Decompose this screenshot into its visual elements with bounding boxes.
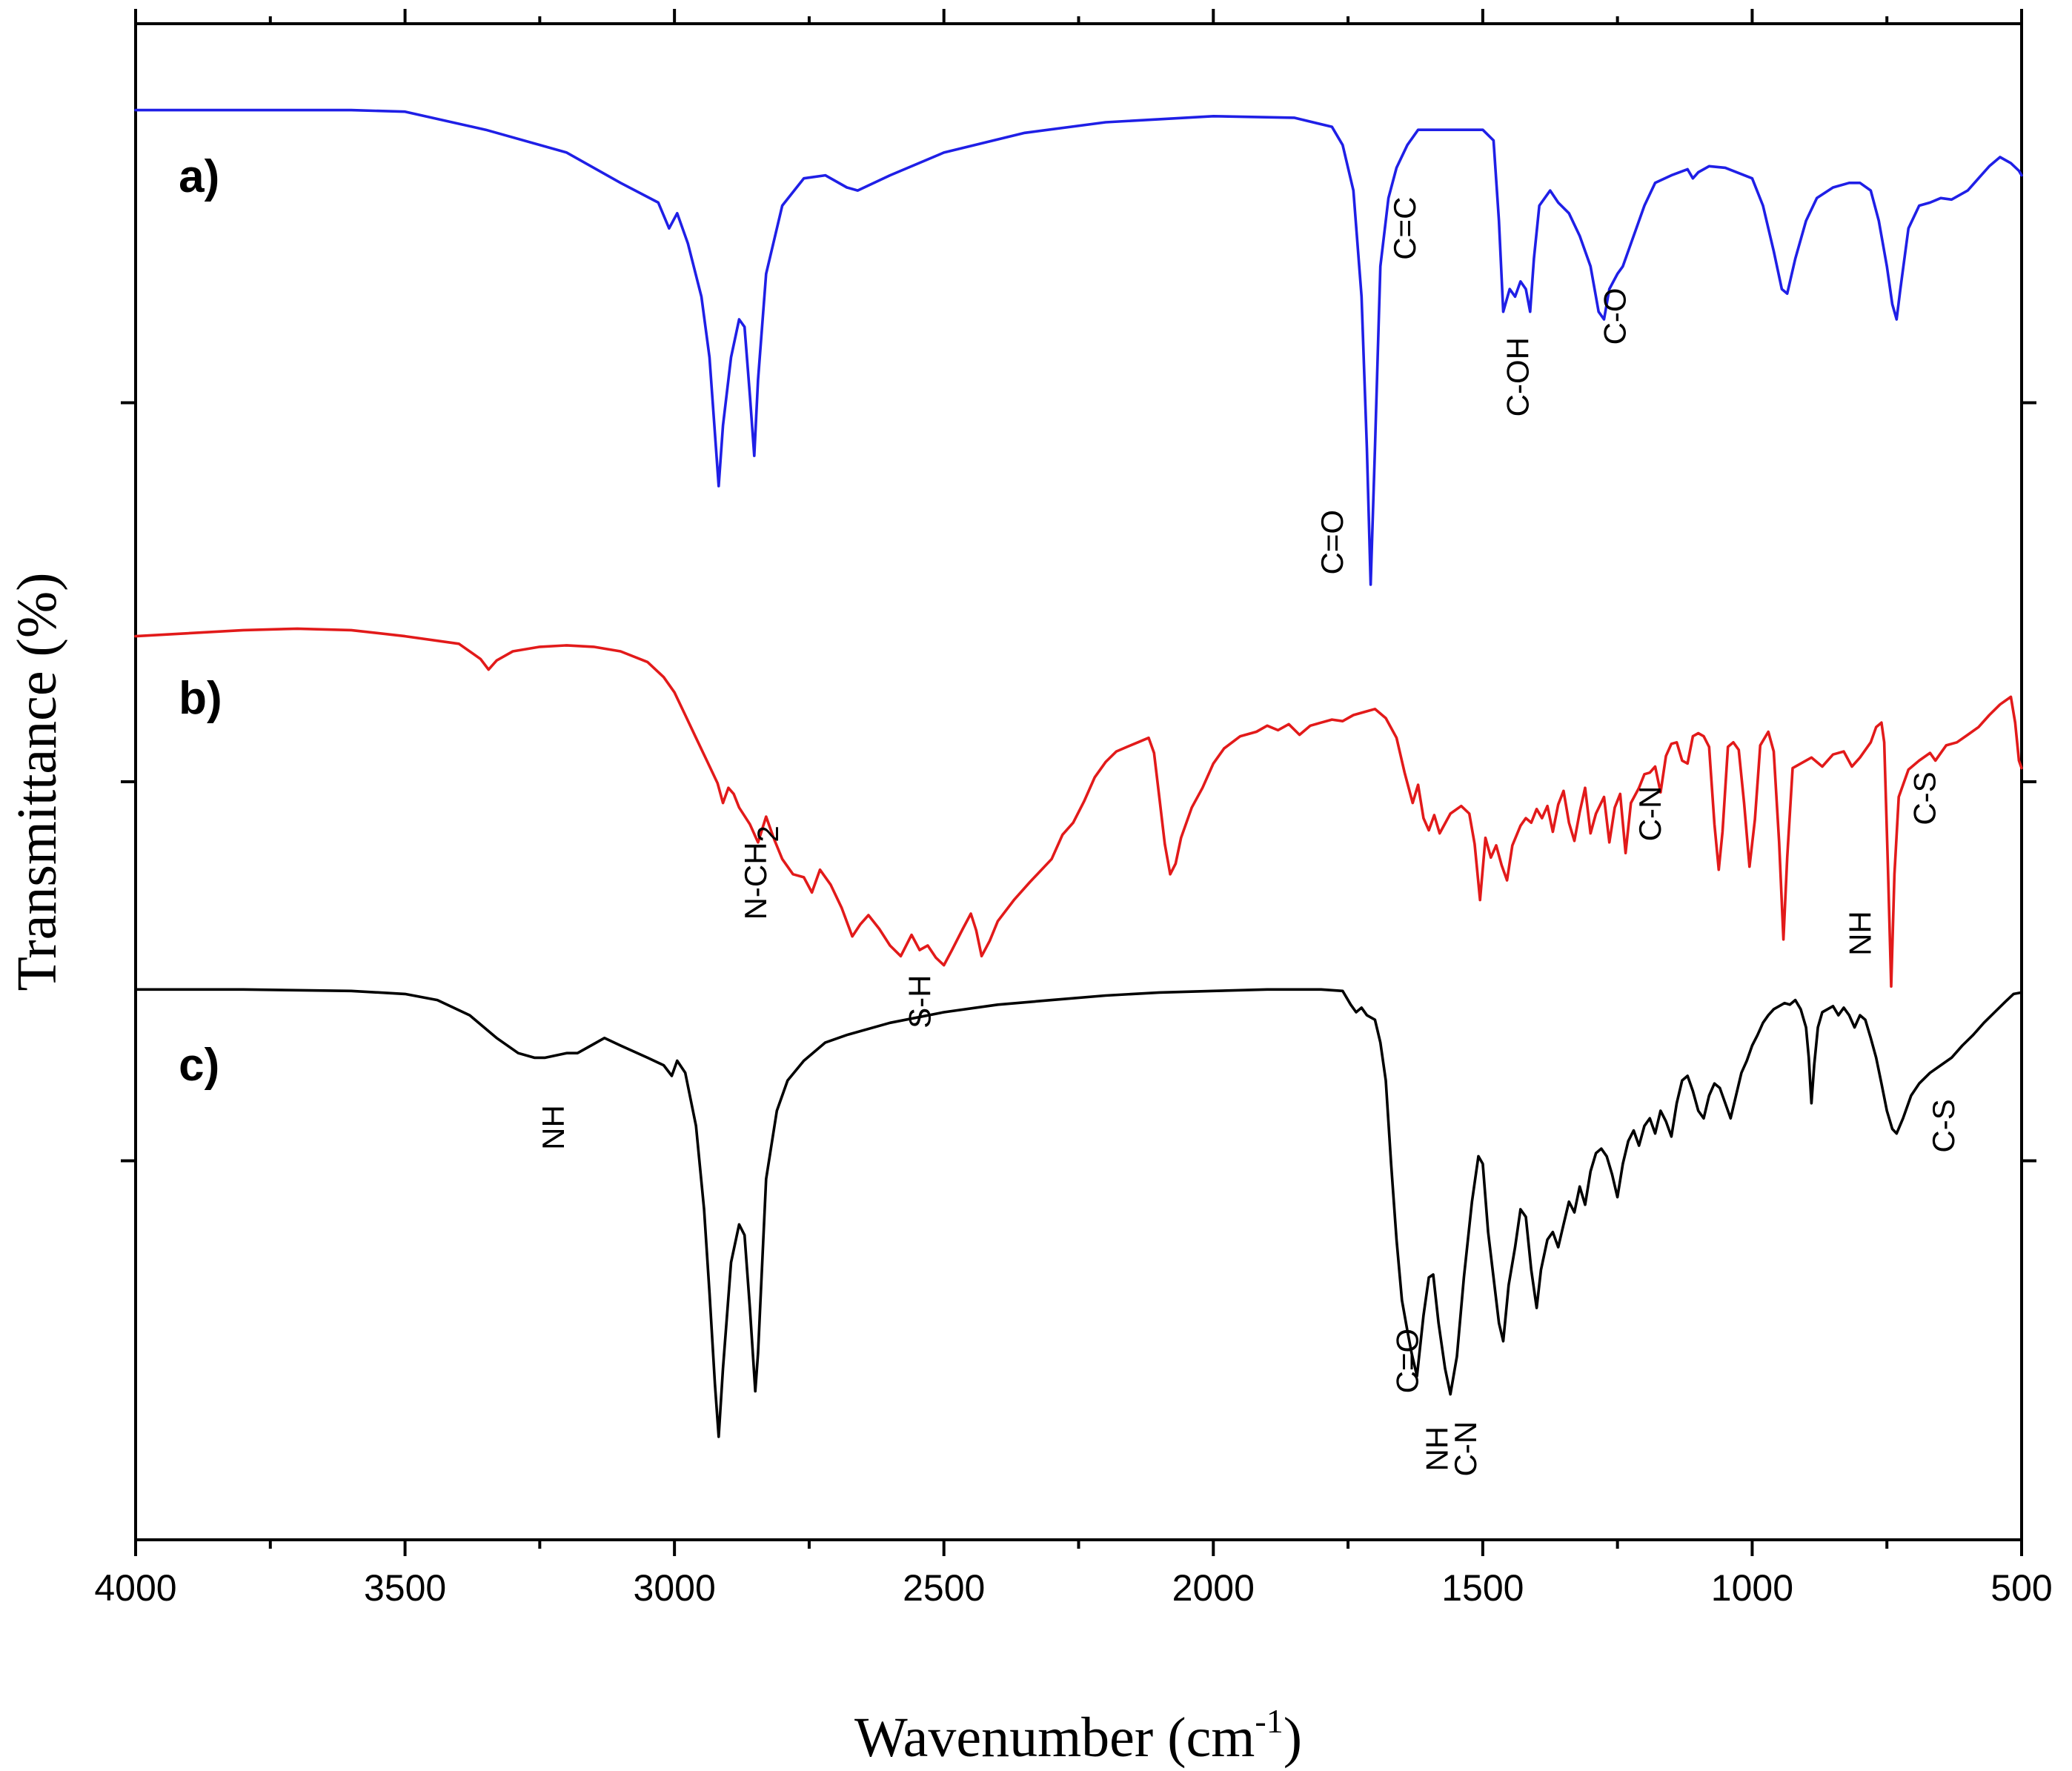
peak-annotation-text: NH: [1420, 1426, 1455, 1472]
spectrum-a: [134, 108, 2023, 586]
peak-annotation-text: C=O: [1315, 510, 1349, 575]
peak-annotation: C-OH: [1501, 337, 1535, 416]
x-tick-label: 2000: [1172, 1567, 1255, 1609]
peak-annotation: C-N: [1633, 786, 1667, 842]
x-axis-title-main: Wavenumber (cm: [854, 1707, 1255, 1769]
peak-annotation-text: C=O: [1390, 1329, 1425, 1394]
peak-annotation: C=O: [1315, 510, 1349, 575]
peak-annotation: NH: [1842, 911, 1877, 956]
peak-annotation-text: C-S: [1926, 1099, 1961, 1152]
peak-annotations: C=CC=OC-OHC-ON-CH2S-HC-NNHC-SNHC=ONHC-NC…: [536, 197, 1961, 1477]
panel-label: c): [179, 1040, 219, 1091]
x-tick-labels: 4000 3500 3000 2500 2000 1500 1000 500: [94, 1567, 2052, 1609]
peak-annotation-text: C-O: [1598, 288, 1633, 345]
spectrum-c: [134, 988, 2023, 1438]
peak-annotation: C=O: [1390, 1329, 1425, 1394]
peak-annotation-subscript: 2: [752, 825, 785, 842]
x-tick-label: 2500: [903, 1567, 985, 1609]
x-tick-label: 3000: [634, 1567, 716, 1609]
peak-annotation: C-S: [1926, 1099, 1961, 1152]
peak-annotation-text: NH: [536, 1105, 571, 1150]
peak-annotation-text: NH: [1842, 911, 1877, 956]
peak-annotation: C-S: [1907, 771, 1942, 825]
peak-annotation: NH: [536, 1105, 571, 1150]
peak-annotation-text: N-CH: [738, 842, 773, 920]
spectrum-b: [134, 627, 2023, 988]
x-tick-label: 4000: [94, 1567, 176, 1609]
peak-annotation-text: C-N: [1633, 786, 1667, 842]
panel-labels: a) b) c): [179, 151, 222, 1091]
x-axis-title-superscript: -1: [1255, 1702, 1283, 1740]
peak-annotation: C-O: [1598, 288, 1633, 345]
peak-annotation: N-CH2: [738, 825, 785, 920]
panel-label: a): [179, 151, 219, 202]
peak-annotation-text: C=C: [1387, 197, 1422, 260]
x-tick-label: 3500: [364, 1567, 446, 1609]
panel-label: b): [179, 673, 222, 724]
peak-annotation: NH: [1420, 1426, 1455, 1472]
x-tick-label: 1000: [1711, 1567, 1793, 1609]
x-tick-label: 500: [1990, 1567, 2052, 1609]
plot-frame: [134, 22, 2023, 1541]
x-axis-title: Wavenumber (cm-1): [854, 1702, 1302, 1769]
peak-annotation-text: S-H: [903, 975, 937, 1029]
axis-ticks: [121, 9, 2036, 1556]
y-axis-title: Transmittance (%): [6, 573, 68, 991]
x-axis-title-close: ): [1284, 1707, 1302, 1769]
peak-annotation: C-N: [1448, 1421, 1483, 1477]
peak-annotation-text: C-OH: [1501, 337, 1535, 416]
peak-annotation-text: C-S: [1907, 771, 1942, 825]
x-tick-label: 1500: [1441, 1567, 1524, 1609]
peak-annotation: C=C: [1387, 197, 1422, 260]
series-layer: [134, 108, 2023, 1438]
peak-annotation-text: C-N: [1448, 1421, 1483, 1477]
peak-annotation: S-H: [903, 975, 937, 1029]
